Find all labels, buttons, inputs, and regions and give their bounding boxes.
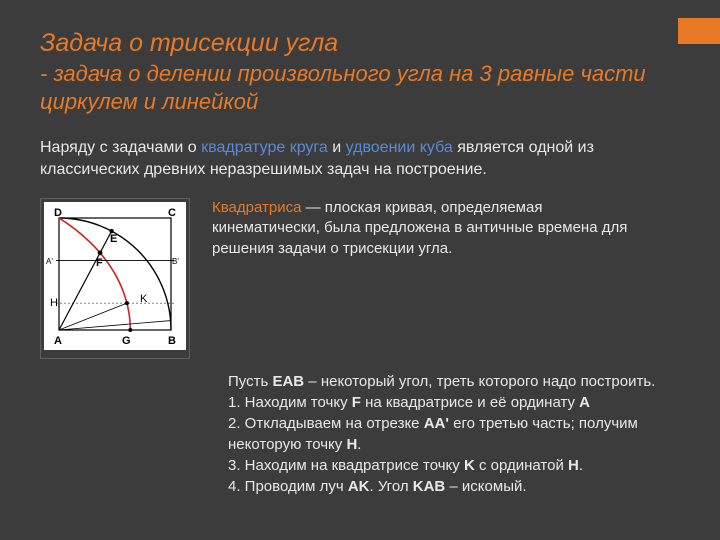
svg-text:D: D (54, 207, 62, 219)
quadratrix-diagram: A B C D EF G A' B' H K (44, 202, 186, 350)
svg-text:H: H (50, 297, 58, 309)
slide: Задача о трисекции угла - задача о делен… (0, 0, 720, 540)
svg-text:K: K (140, 293, 148, 305)
accent-tab (678, 18, 720, 44)
link-squaring-circle[interactable]: квадратуре круга (201, 139, 328, 156)
diagram-frame: A B C D EF G A' B' H K (40, 198, 190, 359)
title-main: Задача о трисекции угла (40, 28, 680, 58)
step-4: 4. Проводим луч AK. Угол KAB – искомый. (228, 476, 680, 497)
middle-row: A B C D EF G A' B' H K Квадратриса — плоская крив… (40, 198, 680, 359)
intro-text: и (328, 139, 346, 156)
title-subtitle: - задача о делении произвольного угла на… (40, 60, 680, 115)
svg-text:G: G (122, 335, 131, 347)
svg-text:E: E (110, 233, 117, 245)
step-1: 1. Находим точку F на квадратрисе и её о… (228, 392, 680, 413)
svg-text:A': A' (46, 257, 53, 266)
intro-text: Наряду с задачами о (40, 139, 201, 156)
step-3: 3. Находим на квадратрисе точку K с орди… (228, 455, 680, 476)
svg-text:F: F (96, 257, 103, 269)
svg-text:B: B (168, 335, 176, 347)
svg-text:B': B' (172, 257, 179, 266)
term-quadratrix: Квадратриса (212, 199, 301, 216)
svg-text:A: A (54, 335, 62, 347)
step-2: 2. Откладываем на отрезке AA' его третью… (228, 413, 680, 455)
title-block: Задача о трисекции угла - задача о делен… (40, 28, 680, 115)
intro-paragraph: Наряду с задачами о квадратуре круга и у… (40, 137, 680, 180)
link-doubling-cube[interactable]: удвоении куба (346, 139, 453, 156)
quadratrix-definition: Квадратриса — плоская кривая, определяем… (212, 198, 632, 259)
steps-block: Пусть EAB – некоторый угол, треть которо… (228, 371, 680, 497)
svg-text:C: C (168, 207, 176, 219)
step-intro: Пусть EAB – некоторый угол, треть которо… (228, 371, 680, 392)
